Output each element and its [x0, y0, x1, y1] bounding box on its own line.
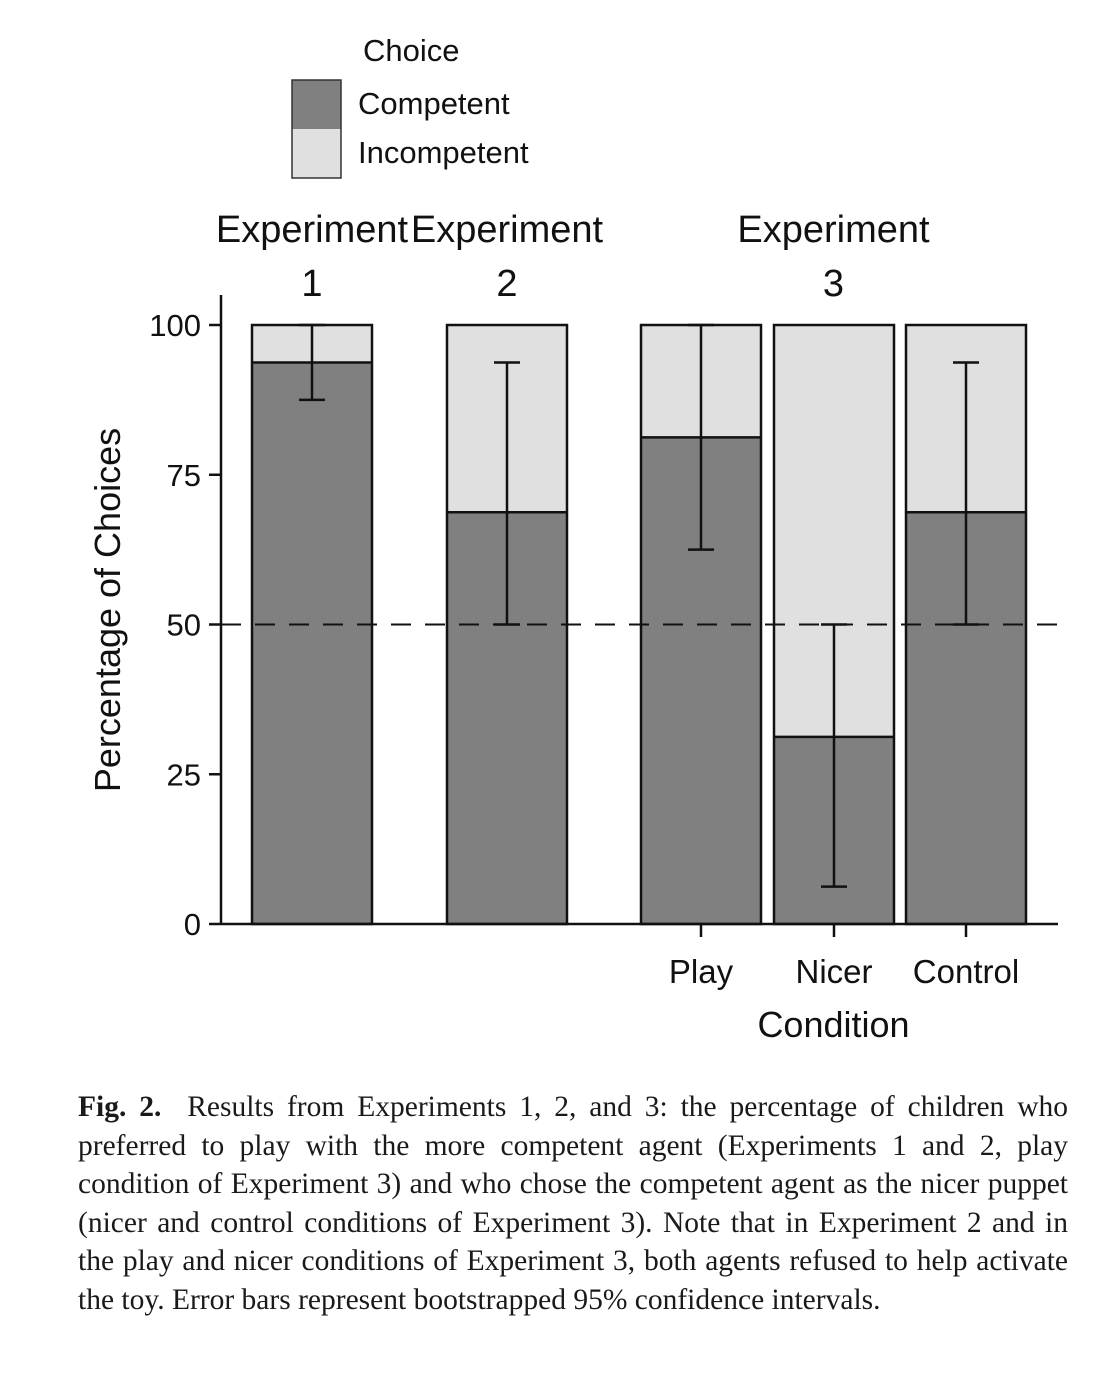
x-tick-label-play: Play: [669, 953, 734, 990]
caption-label: Fig. 2.: [78, 1091, 162, 1123]
legend-title: Choice: [363, 33, 460, 68]
group-label-line2-2: 2: [496, 263, 517, 305]
legend-swatch-incompetent: [292, 129, 341, 178]
group-label-line2-1: 1: [301, 263, 322, 305]
legend-swatch-competent: [292, 80, 341, 129]
legend-label-competent: Competent: [358, 86, 510, 121]
x-tick-label-nicer: Nicer: [795, 953, 872, 990]
axes: 0 25 50 75 100 Percentage of Choices Play Nicer…: [87, 295, 1058, 1045]
group-label-line2-3: 3: [823, 263, 844, 305]
y-tick-label-0: 0: [184, 907, 201, 942]
y-tick-label-25: 25: [167, 757, 201, 792]
y-tick-label-100: 100: [149, 308, 201, 343]
legend: Choice Competent Incompetent: [291, 33, 529, 179]
figure-caption: Fig. 2. Results from Experiments 1, 2, a…: [78, 1088, 1068, 1319]
y-tick-label-50: 50: [167, 608, 201, 643]
group-label-line1-1: Experiment: [216, 209, 409, 251]
x-axis-title: Condition: [757, 1004, 909, 1045]
x-tick-label-control: Control: [913, 953, 1019, 990]
y-axis-title: Percentage of Choices: [87, 428, 128, 792]
error-bars: [299, 323, 979, 888]
caption-text: Results from Experiments 1, 2, and 3: th…: [78, 1091, 1069, 1316]
group-label-line1-2: Experiment: [411, 209, 604, 251]
group-labels: Experiment 1 Experiment 2 Experiment 3: [216, 209, 930, 305]
bar-competent-1: [252, 362, 372, 924]
group-label-line1-3: Experiment: [737, 209, 930, 251]
legend-label-incompetent: Incompetent: [358, 135, 529, 170]
legend-swatch-border: [291, 79, 342, 179]
y-tick-label-75: 75: [167, 458, 201, 493]
